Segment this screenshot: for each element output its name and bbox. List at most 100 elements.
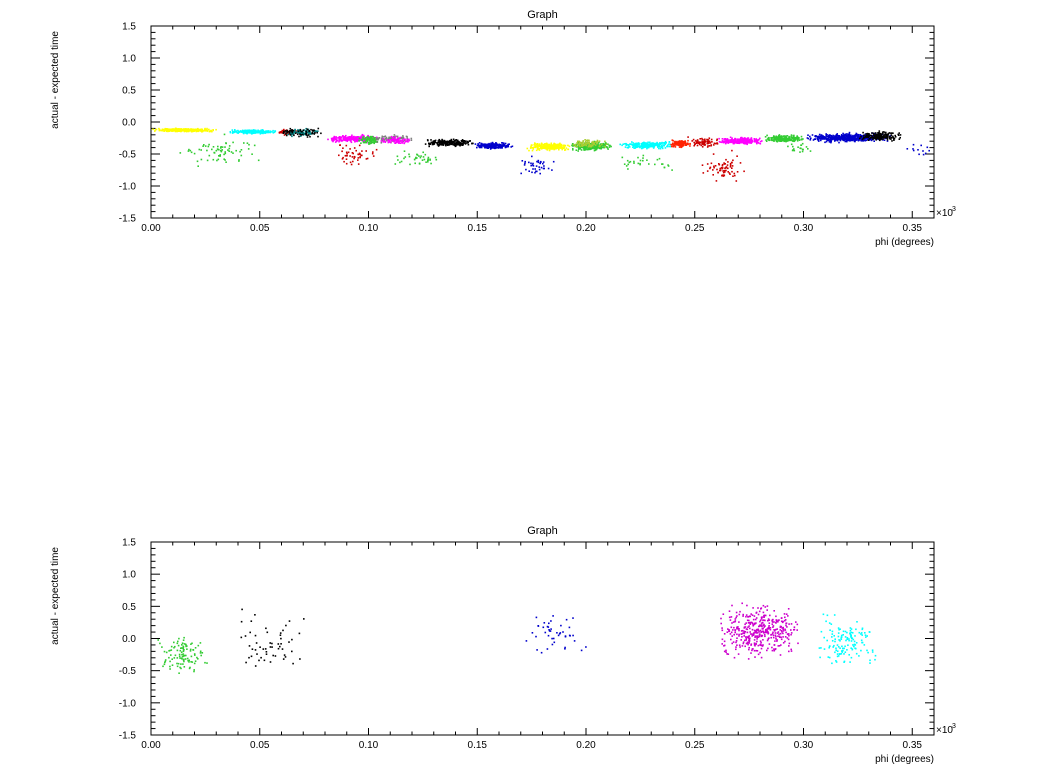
data-point	[551, 169, 553, 171]
data-point	[561, 148, 563, 151]
data-point	[729, 136, 732, 139]
data-point	[206, 129, 208, 131]
data-point	[796, 140, 799, 142]
data-point	[165, 128, 167, 131]
data-point	[343, 139, 346, 141]
data-point	[793, 148, 795, 150]
data-point	[341, 158, 344, 160]
point-cluster-23	[701, 149, 745, 182]
data-point	[349, 148, 351, 150]
data-point	[212, 158, 215, 161]
data-point	[769, 614, 771, 617]
data-point	[680, 140, 683, 142]
data-point	[171, 658, 173, 660]
data-point	[703, 139, 705, 141]
data-point	[796, 623, 799, 626]
data-point	[177, 130, 179, 132]
data-point	[428, 143, 430, 146]
data-point	[631, 143, 633, 146]
data-point	[372, 155, 375, 157]
data-point	[168, 130, 170, 132]
data-point	[757, 636, 760, 638]
data-point	[397, 142, 400, 144]
data-point	[842, 139, 845, 141]
data-point	[299, 128, 302, 131]
data-point	[572, 145, 574, 147]
data-point	[561, 144, 563, 147]
data-point	[352, 136, 354, 138]
data-point	[281, 130, 283, 133]
data-point	[361, 134, 364, 137]
data-point	[666, 144, 669, 146]
data-point	[830, 134, 832, 137]
data-point	[852, 134, 854, 137]
data-point	[892, 135, 894, 138]
x-tick-label: 0.25	[685, 740, 705, 751]
data-point	[439, 140, 442, 143]
data-point	[557, 145, 559, 147]
data-point	[305, 132, 308, 134]
data-point	[311, 131, 313, 134]
data-point	[703, 143, 706, 145]
data-point	[317, 127, 320, 130]
data-point	[530, 144, 533, 147]
data-point	[183, 636, 185, 639]
data-point	[639, 162, 641, 165]
data-point	[362, 136, 364, 138]
data-point	[347, 151, 350, 154]
data-point	[348, 136, 350, 138]
data-point	[723, 138, 725, 140]
data-point	[314, 132, 316, 134]
data-point	[675, 141, 677, 144]
data-point	[167, 128, 170, 130]
data-point	[191, 642, 193, 645]
data-point	[302, 133, 304, 136]
data-point	[168, 656, 170, 659]
data-point	[786, 135, 789, 137]
data-point	[288, 620, 291, 622]
data-point	[714, 165, 717, 167]
data-point	[666, 145, 668, 148]
data-point	[629, 160, 632, 163]
data-point	[316, 131, 318, 134]
data-point	[344, 139, 347, 142]
data-point	[821, 137, 823, 140]
data-point	[765, 140, 768, 142]
data-point	[253, 144, 256, 147]
data-point	[658, 147, 660, 150]
x-axis-multiplier-exponent: 3	[952, 723, 956, 730]
data-point	[721, 141, 723, 144]
data-point	[835, 138, 837, 141]
data-point	[534, 171, 536, 174]
data-point	[562, 631, 564, 633]
data-point	[530, 162, 532, 165]
data-point	[725, 139, 728, 142]
data-point	[828, 141, 831, 143]
data-point	[375, 148, 378, 151]
data-point	[696, 144, 699, 147]
data-point	[240, 149, 243, 151]
data-point	[564, 149, 567, 151]
data-point	[745, 622, 747, 624]
data-point	[265, 131, 268, 134]
data-point	[774, 139, 777, 141]
data-point	[420, 155, 422, 157]
data-point	[780, 135, 783, 137]
data-point	[359, 153, 361, 156]
data-point	[565, 147, 568, 149]
data-point	[299, 130, 302, 132]
data-point	[681, 141, 684, 144]
data-point	[658, 143, 660, 146]
data-point	[405, 140, 408, 142]
data-point	[193, 128, 195, 131]
data-point	[737, 626, 739, 628]
data-point	[720, 167, 723, 169]
data-point	[731, 137, 733, 139]
data-point	[899, 134, 902, 136]
data-point	[719, 141, 722, 143]
data-point	[401, 141, 404, 143]
data-point	[756, 632, 759, 634]
data-point	[399, 138, 401, 140]
data-point	[870, 134, 873, 137]
y-tick-label: 1.5	[122, 22, 136, 33]
